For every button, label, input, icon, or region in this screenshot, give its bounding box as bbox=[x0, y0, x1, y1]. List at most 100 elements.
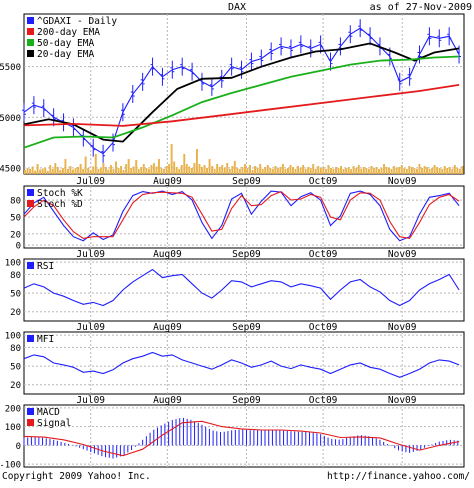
volume-bar bbox=[431, 168, 434, 174]
price-legend-label: 20-day EMA bbox=[37, 49, 94, 60]
volume-bar bbox=[140, 167, 143, 174]
volume-bar bbox=[337, 168, 340, 174]
volume-bar bbox=[340, 166, 343, 174]
volume-bar bbox=[421, 168, 423, 174]
volume-bar bbox=[72, 169, 74, 174]
rsi-x-tick-label: Oct09 bbox=[309, 322, 338, 333]
volume-bar bbox=[441, 169, 444, 174]
volume-bar bbox=[365, 168, 368, 174]
volume-bar bbox=[423, 166, 426, 174]
volume-bar bbox=[438, 168, 441, 174]
volume-bar bbox=[193, 163, 196, 174]
volume-bar bbox=[335, 167, 337, 174]
volume-bar bbox=[66, 169, 69, 174]
price-y-tick-label: 5500 bbox=[0, 63, 21, 73]
volume-bar bbox=[56, 167, 59, 174]
volume-bar bbox=[233, 161, 236, 174]
volume-bar bbox=[398, 167, 401, 174]
price-legend-label: 200-day EMA bbox=[37, 27, 100, 38]
volume-bar bbox=[304, 169, 307, 174]
volume-bar bbox=[286, 168, 289, 174]
volume-bar bbox=[206, 168, 208, 174]
volume-bar bbox=[163, 169, 166, 174]
volume-bar bbox=[299, 168, 302, 174]
volume-bar bbox=[408, 166, 411, 174]
mfi-x-tick-label: Sep09 bbox=[232, 395, 261, 406]
signal-series-line bbox=[23, 420, 460, 457]
price-legend-swatch bbox=[27, 17, 34, 24]
mfi-y-tick-label: 20 bbox=[10, 381, 21, 391]
mfi-x-tick-label: Jul09 bbox=[76, 395, 105, 406]
volume-bar bbox=[347, 167, 350, 174]
volume-bar bbox=[400, 165, 403, 174]
mfi-y-tick-label: 100 bbox=[5, 332, 21, 342]
stoch-legend-swatch bbox=[27, 189, 34, 196]
volume-bar bbox=[241, 167, 244, 174]
volume-bar bbox=[44, 167, 47, 174]
volume-bar bbox=[216, 164, 219, 174]
volume-bar bbox=[390, 169, 393, 174]
stoch-x-tick-label: Jul09 bbox=[76, 249, 105, 260]
macd-legend-swatch bbox=[27, 408, 34, 415]
rsi-y-tick-label: 100 bbox=[5, 259, 21, 269]
volume-bar bbox=[147, 169, 150, 174]
macd-y-tick-label: 0 bbox=[16, 442, 21, 452]
volume-bar bbox=[39, 169, 42, 174]
volume-bar bbox=[426, 167, 428, 174]
volume-bar bbox=[244, 164, 246, 174]
volume-bar bbox=[150, 165, 153, 174]
volume-bar bbox=[183, 154, 186, 174]
volume-bar bbox=[221, 165, 224, 174]
volume-bar bbox=[297, 166, 300, 174]
chart-as-of-date: as of 27-Nov-2009 bbox=[370, 2, 472, 13]
volume-bar bbox=[436, 167, 439, 174]
volume-bar bbox=[307, 167, 310, 174]
volume-bar bbox=[54, 163, 57, 174]
volume-bar bbox=[24, 170, 26, 174]
volume-bar bbox=[451, 169, 454, 174]
volume-bar bbox=[281, 164, 284, 174]
volume-bar bbox=[453, 165, 456, 174]
volume-bar bbox=[190, 168, 193, 174]
volume-bar bbox=[317, 166, 320, 174]
volume-bar bbox=[415, 169, 418, 174]
volume-bar bbox=[266, 165, 269, 174]
volume-bar bbox=[185, 164, 188, 174]
stoch-y-tick-label: 80 bbox=[10, 197, 21, 207]
price-legend-swatch bbox=[27, 50, 34, 57]
volume-bar bbox=[109, 165, 112, 174]
volume-bar bbox=[289, 165, 292, 174]
volume-bar bbox=[238, 169, 241, 174]
volume-bar bbox=[112, 169, 115, 174]
volume-bar bbox=[269, 168, 272, 174]
volume-bar bbox=[355, 168, 358, 174]
volume-bar bbox=[458, 169, 461, 174]
volume-bar bbox=[69, 166, 72, 174]
volume-bar bbox=[370, 166, 373, 174]
rsi-legend-label: RSI bbox=[37, 261, 54, 272]
volume-bar bbox=[137, 169, 140, 174]
volume-bar bbox=[448, 167, 451, 174]
volume-bar bbox=[352, 166, 355, 174]
volume-bar bbox=[246, 168, 249, 174]
rsi-y-tick-label: 80 bbox=[10, 271, 21, 281]
volume-bar bbox=[115, 161, 117, 174]
price-y-tick-label: 4500 bbox=[0, 164, 21, 174]
volume-bar bbox=[380, 168, 383, 174]
rsi-x-tick-label: Nov09 bbox=[388, 322, 417, 333]
volume-bar bbox=[61, 168, 64, 174]
volume-bar bbox=[74, 168, 77, 174]
volume-bar bbox=[378, 169, 380, 174]
volume-bar bbox=[51, 169, 54, 174]
volume-bar bbox=[41, 168, 44, 174]
volume-bar bbox=[274, 166, 277, 174]
volume-bar bbox=[309, 168, 312, 174]
volume-bar bbox=[82, 169, 85, 174]
volume-bar bbox=[456, 168, 459, 174]
stoch-legend-label: Stoch %K bbox=[37, 188, 83, 199]
macd-legend-label: MACD bbox=[37, 407, 60, 418]
volume-bar bbox=[324, 169, 327, 174]
volume-bar bbox=[34, 170, 37, 174]
volume-bar bbox=[236, 168, 239, 174]
